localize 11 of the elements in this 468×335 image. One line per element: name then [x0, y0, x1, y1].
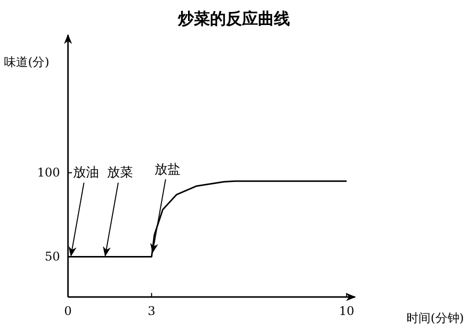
y-tick-label: 50	[44, 250, 60, 264]
annotation: 放盐	[154, 162, 181, 178]
y-tick-label: 100	[37, 166, 60, 180]
y-axis-title: 味道(分)	[4, 55, 50, 69]
x-tick-label: 3	[148, 304, 156, 318]
x-tick-label: 0	[64, 304, 72, 318]
annotation: 放油	[72, 166, 99, 181]
x-tick-label: 10	[339, 304, 354, 318]
annotation: 放菜	[107, 166, 134, 181]
chart-title: 炒菜的反应曲线	[177, 9, 290, 28]
x-axis-title: 时间(分钟)	[406, 311, 464, 325]
